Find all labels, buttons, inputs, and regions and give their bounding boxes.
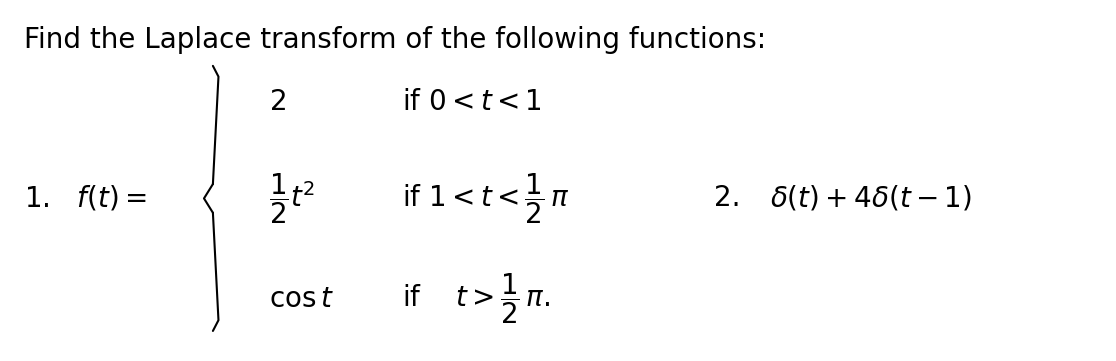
Text: if $\quad t > \dfrac{1}{2}\,\pi.$: if $\quad t > \dfrac{1}{2}\,\pi.$ [402, 271, 550, 326]
Text: 2.: 2. [714, 184, 740, 212]
Text: if $0 < t < 1$: if $0 < t < 1$ [402, 88, 542, 116]
Text: $\dfrac{1}{2}t^2$: $\dfrac{1}{2}t^2$ [269, 171, 315, 226]
Text: $\cos t$: $\cos t$ [269, 285, 334, 313]
Text: Find the Laplace transform of the following functions:: Find the Laplace transform of the follow… [23, 26, 766, 55]
Text: $\delta(t) + 4\delta(t-1)$: $\delta(t) + 4\delta(t-1)$ [770, 184, 972, 213]
Text: $2$: $2$ [269, 88, 286, 116]
Text: 1.   $f(t) = $: 1. $f(t) = $ [23, 184, 146, 213]
Text: if $1 < t < \dfrac{1}{2}\,\pi$: if $1 < t < \dfrac{1}{2}\,\pi$ [402, 171, 570, 226]
